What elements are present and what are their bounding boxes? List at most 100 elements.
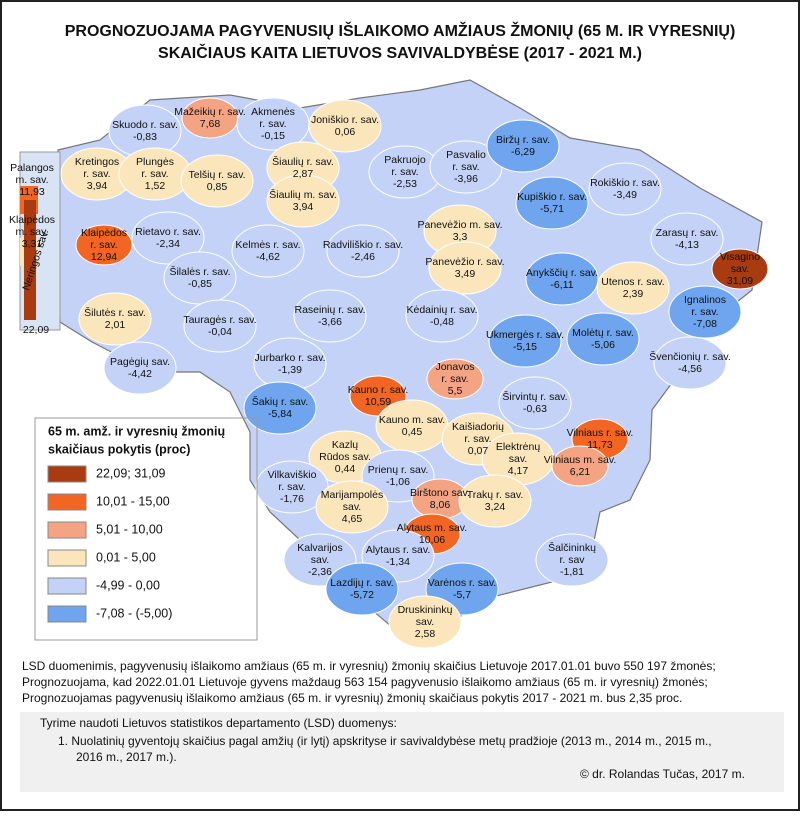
- region-value: -6,29: [511, 146, 535, 158]
- region-value: -0,48: [430, 316, 454, 328]
- region-name: Jonavos: [435, 361, 474, 373]
- region-name: sav.: [509, 453, 527, 465]
- region-name: Marijampolės: [321, 489, 383, 501]
- region: [243, 381, 317, 435]
- region-name: Vilniaus r. sav.: [567, 427, 634, 439]
- region-name: r. sav.: [141, 168, 168, 180]
- region-value: 1,52: [145, 180, 166, 192]
- region: [650, 212, 724, 266]
- region-name: r. sav.: [691, 306, 718, 318]
- region-value: 31,09: [727, 275, 753, 287]
- region-name: Anykščių r. sav.: [526, 267, 598, 279]
- region-name: sav.: [343, 501, 361, 513]
- region-value: -3,49: [613, 189, 637, 201]
- region-name: Elektrėnų: [496, 441, 541, 453]
- region-name: Klaipėdos: [9, 214, 55, 226]
- region-name: Varėnos r. sav.: [428, 577, 496, 589]
- source-item: 2016 m., 2017 m.).: [76, 750, 177, 764]
- region-value: 3,94: [87, 180, 108, 192]
- region: [498, 376, 572, 430]
- region-value: 0,07: [468, 445, 489, 457]
- region-value: 4,17: [508, 465, 529, 477]
- region-value: 4,65: [342, 513, 363, 525]
- note: LSD duomenimis, pagyvenusių išlaikomo am…: [22, 659, 716, 673]
- region-name: Plungės: [136, 156, 174, 168]
- region-name: Molėtų r. sav.: [572, 327, 634, 339]
- region: [131, 211, 205, 265]
- region-name: Prienų r. sav.: [368, 464, 429, 476]
- region-name: r. sav.: [278, 481, 305, 493]
- legend-title: skaičiaus pokytis (proc): [48, 442, 190, 456]
- region: [266, 174, 340, 228]
- region-value: 10,06: [419, 534, 445, 546]
- region-name: Šilutės r. sav.: [84, 306, 146, 319]
- region: [293, 289, 367, 343]
- region: [426, 358, 484, 400]
- region: [78, 292, 152, 346]
- region-name: r. sav.: [90, 239, 117, 251]
- region-name: Švenčionių r. sav.: [649, 350, 731, 363]
- legend-swatch: [47, 549, 87, 567]
- region-name: r. sav: [559, 554, 585, 566]
- region-value: 3,49: [455, 268, 476, 280]
- region-name: Šalčininkų: [548, 541, 596, 554]
- legend-swatch: [47, 521, 87, 539]
- region-value: -4,13: [675, 239, 699, 251]
- region: [183, 299, 257, 353]
- region-value: -4,42: [128, 368, 152, 380]
- region-name: Pakruojo: [384, 154, 426, 166]
- region: [588, 162, 662, 216]
- region-name: Klaipėdos: [81, 227, 127, 239]
- region-name: Birštono sav.: [410, 487, 470, 499]
- region: [711, 248, 769, 290]
- region-name: Zarasų r. sav.: [656, 227, 719, 239]
- region-value: -1,06: [386, 476, 410, 488]
- region-value: -1,81: [560, 566, 584, 578]
- legend-swatch: [47, 493, 87, 511]
- region: [180, 154, 254, 208]
- region-value: -7,08: [693, 318, 717, 330]
- region: [388, 595, 462, 649]
- region-value: 10,59: [365, 396, 391, 408]
- source-box: [20, 712, 784, 792]
- region: [75, 224, 133, 266]
- region-value: 11,73: [587, 439, 613, 451]
- region-name: Tauragės r. sav.: [183, 314, 256, 326]
- region-value: 5,5: [448, 385, 463, 397]
- region-name: Skuodo r. sav.: [112, 119, 178, 131]
- region-value: 2,87: [293, 168, 314, 180]
- region-value: -1,39: [278, 364, 302, 376]
- region-name: r. sav.: [452, 161, 479, 173]
- region-name: sav.: [731, 263, 749, 275]
- region-value: 8,06: [430, 499, 451, 511]
- region-name: Kauno r. sav.: [348, 384, 409, 396]
- region-value: 22,09: [23, 324, 49, 336]
- region: [315, 480, 389, 534]
- region-name: Jurbarko r. sav.: [255, 352, 326, 364]
- region: [668, 285, 742, 339]
- legend-label: 5,01 - 10,00: [96, 522, 163, 536]
- region-name: Rūdos sav.: [319, 451, 371, 463]
- region: [566, 312, 640, 366]
- legend-label: 0,01 - 5,00: [96, 550, 156, 564]
- region: [255, 460, 329, 514]
- region-value: -3,96: [454, 173, 478, 185]
- region-name: Palangos: [10, 162, 54, 174]
- region-name: Rietavo r. sav.: [135, 226, 201, 238]
- region: [24, 200, 36, 320]
- region-value: -0,15: [261, 130, 285, 142]
- source-intro: Tyrime naudoti Lietuvos statistikos depa…: [40, 716, 397, 730]
- region-name: Utenos r. sav.: [601, 276, 664, 288]
- credit: © dr. Rolandas Tučas, 2017 m.: [580, 767, 745, 781]
- region-value: 6,21: [570, 466, 591, 478]
- region: [458, 474, 532, 528]
- region: [551, 445, 609, 487]
- region: [596, 261, 670, 315]
- region: [428, 241, 502, 295]
- region-name: Joniškio r. sav.: [311, 114, 379, 126]
- region-value: 3,31: [22, 238, 43, 250]
- region-value: -1,76: [280, 493, 304, 505]
- region: [326, 224, 400, 278]
- legend-label: 22,09; 31,09: [96, 466, 166, 480]
